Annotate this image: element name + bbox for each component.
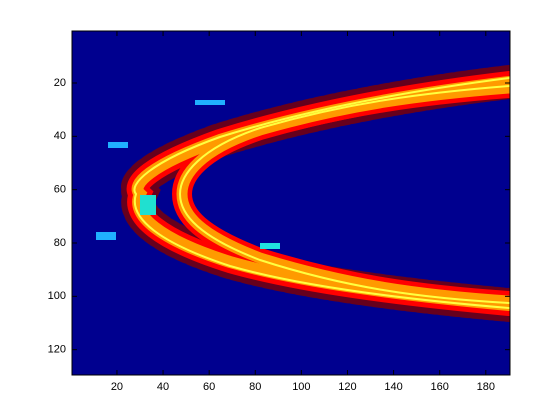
y-tick-label: 100: [48, 290, 66, 302]
y-tick-label: 80: [54, 237, 66, 249]
x-tick-label: 100: [292, 381, 310, 393]
x-tick-label: 80: [249, 381, 261, 393]
x-tick-label: 160: [431, 381, 449, 393]
y-tick-label: 40: [54, 130, 66, 142]
y-tick-label: 20: [54, 77, 66, 89]
x-tick-label: 60: [203, 381, 215, 393]
x-tick-label: 140: [384, 381, 402, 393]
image-content: [96, 65, 510, 322]
axes-box: [71, 30, 511, 376]
x-tick-label: 20: [111, 381, 123, 393]
y-tick-label: 60: [54, 184, 66, 196]
x-tick-label: 120: [338, 381, 356, 393]
x-tick-label: 40: [157, 381, 169, 393]
y-tick-label: 120: [48, 344, 66, 356]
x-tick-label: 180: [477, 381, 495, 393]
